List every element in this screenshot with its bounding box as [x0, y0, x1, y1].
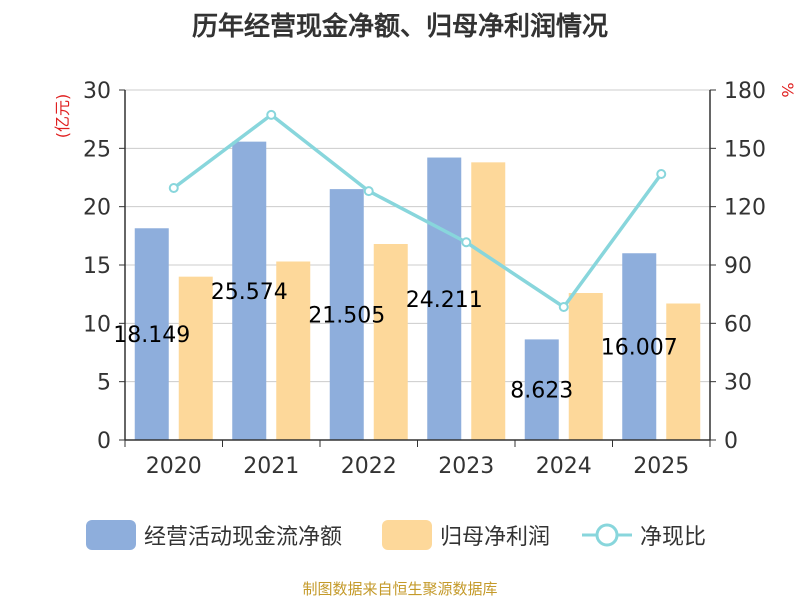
legend-swatch-cash-ratio: [582, 523, 632, 547]
point-cash-ratio: [266, 109, 277, 120]
legend-item-net-profit[interactable]: 归母净利润: [382, 517, 550, 553]
chart-title: 历年经营现金净额、归母净利润情况: [191, 12, 608, 42]
right-tick-label: 0: [724, 429, 738, 454]
x-tick-label: 2021: [243, 454, 299, 479]
bar-net-profit: [178, 276, 213, 440]
left-tick-label: 30: [83, 79, 111, 104]
point-cash-ratio: [558, 302, 569, 312]
x-tick-label: 2023: [438, 454, 494, 479]
bar-net-profit: [471, 162, 506, 441]
legend-label-cash-ratio: 净现比: [640, 525, 707, 550]
legend-swatch-cashflow: [86, 520, 136, 550]
data-label-cashflow: 24.211: [406, 288, 483, 313]
right-tick-label: 90: [724, 254, 752, 279]
right-tick-label: 180: [724, 79, 766, 104]
bar-cashflow: [232, 141, 267, 441]
data-label-cashflow: 16.007: [601, 336, 678, 361]
legend-label-net-profit: 归母净利润: [440, 525, 551, 550]
left-tick-label: 5: [97, 371, 111, 396]
right-tick-label: 150: [724, 137, 766, 162]
source-note: 制图数据来自恒生聚源数据库: [302, 580, 498, 598]
x-tick-label: 2022: [341, 454, 397, 479]
point-cash-ratio: [461, 237, 472, 248]
bar-net-profit: [568, 293, 603, 440]
left-tick-label: 15: [83, 254, 111, 279]
bar-cashflow: [622, 253, 657, 440]
legend: 经营活动现金流净额 归母净利润 净现比: [0, 517, 800, 553]
left-axis-title: (亿元): [53, 94, 72, 139]
legend-swatch-net-profit: [382, 520, 432, 550]
left-tick-label: 20: [83, 196, 111, 221]
bar-cashflow: [524, 339, 559, 440]
bar-cashflow: [329, 189, 364, 440]
right-tick-label: 120: [724, 196, 766, 221]
legend-label-cashflow: 经营活动现金流净额: [144, 525, 343, 550]
bar-cashflow: [134, 228, 169, 440]
data-label-cashflow: 25.574: [211, 280, 288, 305]
legend-item-cash-ratio[interactable]: 净现比: [582, 517, 706, 553]
bar-net-profit: [666, 303, 701, 440]
bar-net-profit: [373, 244, 408, 440]
left-tick-label: 25: [83, 137, 111, 162]
right-tick-label: 60: [724, 312, 752, 337]
x-tick-label: 2024: [536, 454, 592, 479]
right-axis-title: %: [778, 82, 797, 97]
legend-item-cashflow[interactable]: 经营活动现金流净额: [86, 517, 342, 553]
data-label-cashflow: 8.623: [510, 379, 573, 404]
right-tick-label: 30: [724, 371, 752, 396]
x-tick-label: 2025: [633, 454, 689, 479]
point-cash-ratio: [168, 183, 179, 193]
bar-net-profit: [276, 261, 311, 440]
series-line-cash-ratio: [172, 113, 663, 309]
data-label-cashflow: 18.149: [113, 323, 190, 348]
data-label-cashflow: 21.505: [308, 304, 385, 329]
point-cash-ratio: [656, 169, 667, 179]
left-tick-label: 10: [83, 312, 111, 337]
bar-cashflow: [427, 157, 462, 440]
point-cash-ratio: [363, 186, 374, 197]
left-tick-label: 0: [97, 429, 111, 454]
x-tick-label: 2020: [146, 454, 202, 479]
